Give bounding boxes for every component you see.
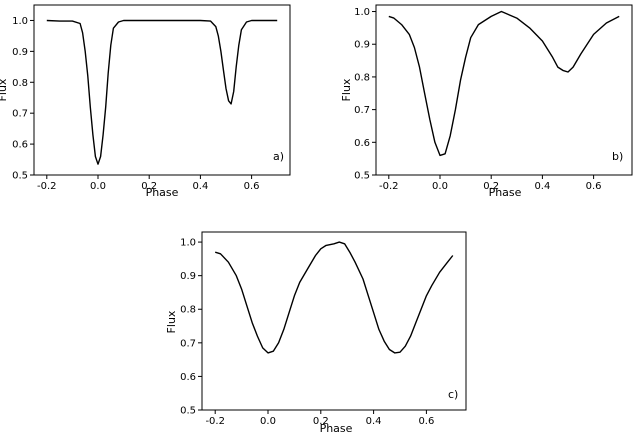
panel-c-plot-area bbox=[214, 241, 454, 354]
y-tick-label: 0.8 bbox=[180, 305, 196, 316]
x-tick-label: 0.6 bbox=[244, 181, 260, 192]
y-tick-label: 0.7 bbox=[12, 109, 28, 120]
x-tick-label: -0.2 bbox=[379, 181, 399, 192]
x-tick-label: 0.0 bbox=[260, 416, 276, 427]
light-curve-line bbox=[214, 241, 454, 354]
y-tick-label: 0.5 bbox=[12, 171, 28, 182]
x-tick-label: 0.4 bbox=[192, 181, 208, 192]
y-tick-label: 0.5 bbox=[180, 406, 196, 417]
y-tick-label: 0.9 bbox=[12, 47, 28, 58]
x-tick-label: 0.4 bbox=[534, 181, 550, 192]
light-curve-line bbox=[46, 19, 278, 165]
panel-c-frame bbox=[201, 231, 467, 411]
x-tick-label: -0.2 bbox=[37, 181, 57, 192]
panel-c-tag: c) bbox=[448, 388, 458, 401]
panel-b-tag: b) bbox=[612, 150, 623, 163]
panel-b-xlabel: Phase bbox=[489, 186, 522, 199]
panel-c-ylabel: Flux bbox=[165, 310, 178, 333]
y-tick-label: 0.6 bbox=[354, 138, 370, 149]
y-tick-label: 0.5 bbox=[354, 171, 370, 182]
panel-a-ylabel: Flux bbox=[0, 78, 9, 101]
panel-b-ylabel: Flux bbox=[340, 78, 353, 101]
y-tick-label: 0.8 bbox=[12, 78, 28, 89]
x-tick-label: 0.2 bbox=[141, 181, 157, 192]
panel-c-ticks: -0.2 0.0 0.2 0.4 0.6 0.5 0.6 0.7 0.8 0.9 1.0 bbox=[180, 238, 434, 427]
y-tick-label: 0.7 bbox=[180, 338, 196, 349]
light-curve-line bbox=[388, 10, 620, 157]
x-tick-label: 0.4 bbox=[366, 416, 382, 427]
y-tick-label: 1.0 bbox=[354, 7, 370, 18]
y-tick-label: 0.6 bbox=[12, 140, 28, 151]
panel-a-plot-area bbox=[46, 19, 278, 165]
x-tick-label: -0.2 bbox=[205, 416, 225, 427]
panel-a: -0.2 0.0 0.2 0.4 0.6 0.5 0.6 0.7 0.8 0.9 1.0 a) Ph… bbox=[0, 4, 291, 199]
x-tick-label: 0.0 bbox=[90, 181, 106, 192]
y-tick-label: 0.8 bbox=[354, 72, 370, 83]
x-tick-label: 0.6 bbox=[418, 416, 434, 427]
x-tick-label: 0.0 bbox=[432, 181, 448, 192]
panel-a-tag: a) bbox=[273, 150, 284, 163]
panel-c-xlabel: Phase bbox=[320, 422, 353, 435]
panel-c: -0.2 0.0 0.2 0.4 0.6 0.5 0.6 0.7 0.8 0.9 1.0 c) Ph… bbox=[165, 231, 467, 435]
x-tick-label: 0.2 bbox=[313, 416, 329, 427]
y-tick-label: 0.9 bbox=[180, 271, 196, 282]
x-tick-label: 0.6 bbox=[586, 181, 602, 192]
x-tick-label: 0.2 bbox=[483, 181, 499, 192]
y-tick-label: 1.0 bbox=[180, 238, 196, 249]
y-tick-label: 0.7 bbox=[354, 105, 370, 116]
panel-a-ticks: -0.2 0.0 0.2 0.4 0.6 0.5 0.6 0.7 0.8 0.9 1.0 bbox=[12, 16, 259, 192]
y-tick-label: 0.9 bbox=[354, 40, 370, 51]
y-tick-label: 0.6 bbox=[180, 372, 196, 383]
panel-b-ticks: -0.2 0.0 0.2 0.4 0.6 0.5 0.6 0.7 0.8 0.9 1.0 bbox=[354, 7, 601, 192]
panel-b: -0.2 0.0 0.2 0.4 0.6 0.5 0.6 0.7 0.8 0.9 1.0 b) Ph… bbox=[340, 4, 633, 199]
panel-a-frame bbox=[33, 4, 291, 176]
panel-a-xlabel: Phase bbox=[146, 186, 179, 199]
panel-b-plot-area bbox=[388, 10, 620, 157]
y-tick-label: 1.0 bbox=[12, 16, 28, 27]
panel-b-frame bbox=[375, 4, 633, 176]
